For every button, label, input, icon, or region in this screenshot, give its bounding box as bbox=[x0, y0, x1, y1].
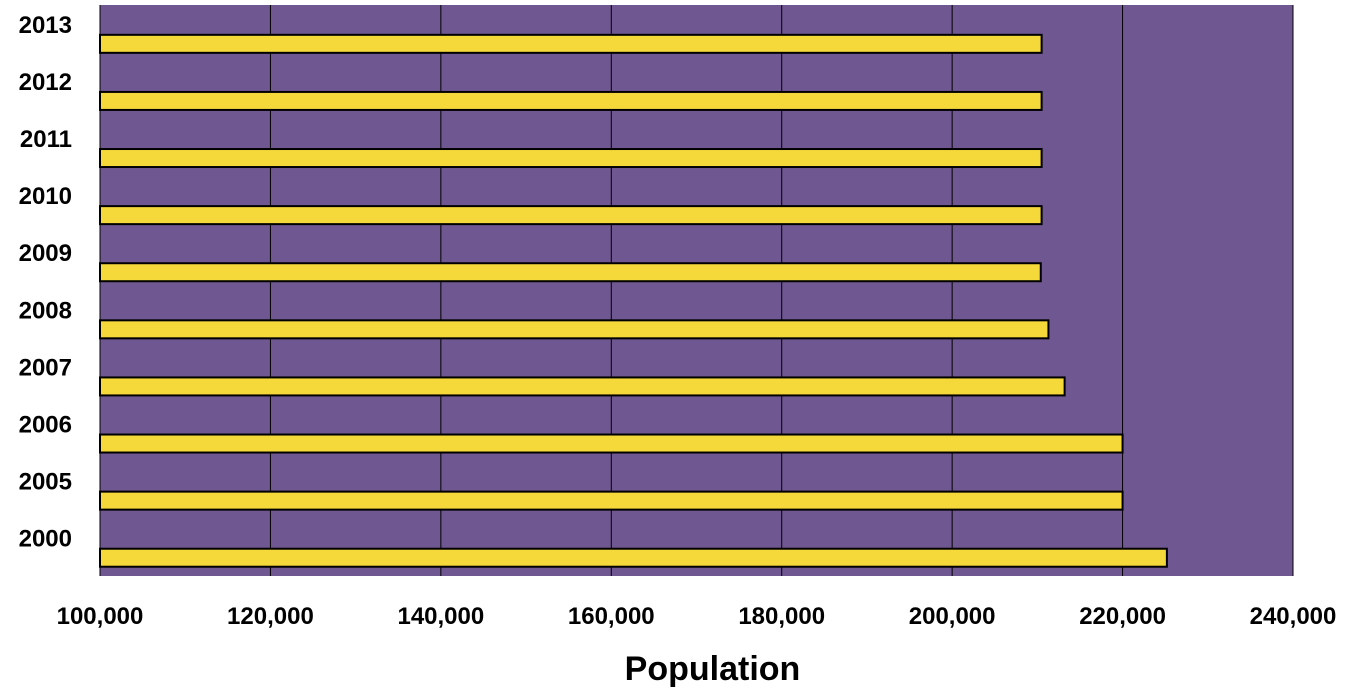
x-tick-label: 240,000 bbox=[1250, 603, 1337, 630]
y-tick-label: 2006 bbox=[19, 412, 72, 439]
y-tick-label: 2009 bbox=[19, 240, 72, 267]
x-axis-title: Population bbox=[625, 650, 801, 688]
y-tick-label: 2013 bbox=[19, 12, 72, 39]
bar-2005 bbox=[99, 490, 1124, 511]
x-tick-label: 200,000 bbox=[909, 603, 996, 630]
x-tick-label: 100,000 bbox=[57, 603, 144, 630]
plot-area bbox=[100, 5, 1293, 576]
y-tick-label: 2005 bbox=[19, 469, 72, 496]
x-axis-labels: 100,000 120,000 140,000 160,000 180,000 200,0… bbox=[57, 603, 1337, 630]
x-tick-label: 220,000 bbox=[1079, 603, 1166, 630]
y-tick-label: 2011 bbox=[20, 126, 72, 153]
bars bbox=[99, 33, 1168, 568]
y-tick-label: 2008 bbox=[19, 297, 72, 324]
bar-2007 bbox=[99, 376, 1066, 397]
bar-2006 bbox=[99, 433, 1124, 454]
x-tick-label: 140,000 bbox=[397, 603, 484, 630]
bar-2013 bbox=[99, 33, 1043, 54]
bar-2000 bbox=[99, 547, 1168, 568]
x-tick-label: 160,000 bbox=[568, 603, 655, 630]
x-tick-label: 120,000 bbox=[227, 603, 314, 630]
bar-2012 bbox=[99, 90, 1043, 111]
bar-2011 bbox=[99, 148, 1043, 169]
y-tick-label: 2012 bbox=[19, 69, 72, 96]
x-tick-label: 180,000 bbox=[738, 603, 825, 630]
bar-2010 bbox=[99, 205, 1043, 226]
bar-2008 bbox=[99, 319, 1050, 340]
y-tick-label: 2010 bbox=[19, 183, 72, 210]
y-tick-label: 2000 bbox=[19, 526, 72, 553]
bar-2009 bbox=[99, 262, 1042, 283]
y-tick-label: 2007 bbox=[19, 354, 72, 381]
y-axis-labels: 2013 2012 2011 2010 2009 2008 2007 2006 2005 2000 bbox=[19, 12, 72, 553]
